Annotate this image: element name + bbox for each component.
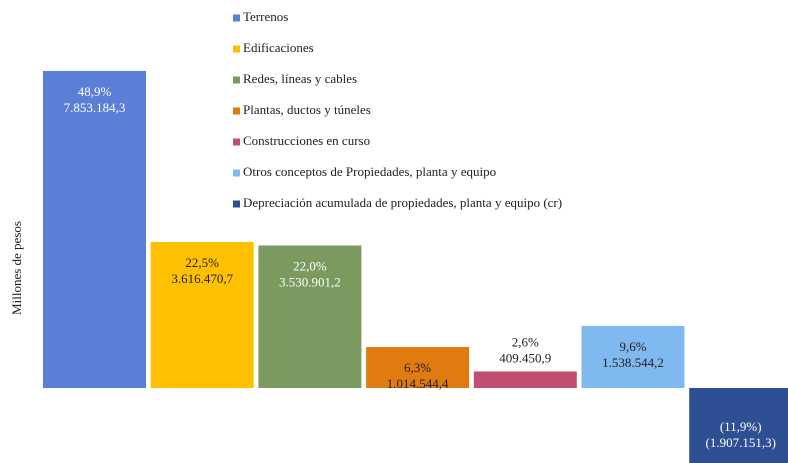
share-label: 9,6% [619, 339, 646, 354]
y-axis-title: Millones de pesos [9, 221, 24, 315]
legend-swatch [233, 107, 240, 115]
value-label: 1.014.544,4 [387, 376, 449, 391]
legend-swatch [233, 45, 240, 53]
value-label: 7.853.184,3 [64, 100, 126, 115]
share-label: 48,9% [78, 84, 112, 99]
bar [258, 245, 362, 388]
bar [150, 242, 254, 388]
share-label: 6,3% [404, 360, 431, 375]
legend-label: Redes, líneas y cables [243, 71, 357, 86]
bar [473, 371, 577, 388]
bar [43, 71, 146, 388]
legend-label: Edificaciones [243, 40, 314, 55]
value-label: 3.616.470,7 [171, 271, 233, 286]
legend-swatch [233, 14, 240, 22]
value-label: 409.450,9 [499, 350, 551, 365]
bar [581, 325, 685, 388]
legend-label: Depreciación acumulada de propiedades, p… [243, 195, 562, 210]
value-label: (1.907.151,3) [705, 435, 775, 450]
bar [689, 388, 788, 463]
legend-swatch [233, 200, 240, 208]
legend-swatch [233, 138, 240, 146]
share-label: 22,0% [293, 258, 327, 273]
share-label: 22,5% [185, 255, 219, 270]
share-label: 2,6% [512, 334, 539, 349]
legend-swatch [233, 76, 240, 84]
value-label: 1.538.544,2 [602, 355, 664, 370]
legend-label: Otros conceptos de Propiedades, planta y… [243, 164, 496, 179]
legend-label: Construcciones en curso [243, 133, 370, 148]
legend-label: Terrenos [243, 9, 288, 24]
legend-swatch [233, 169, 240, 177]
bar [366, 347, 470, 388]
share-label: (11,9%) [720, 419, 762, 434]
value-label: 3.530.901,2 [279, 274, 341, 289]
legend-label: Plantas, ductos y túneles [243, 102, 371, 117]
